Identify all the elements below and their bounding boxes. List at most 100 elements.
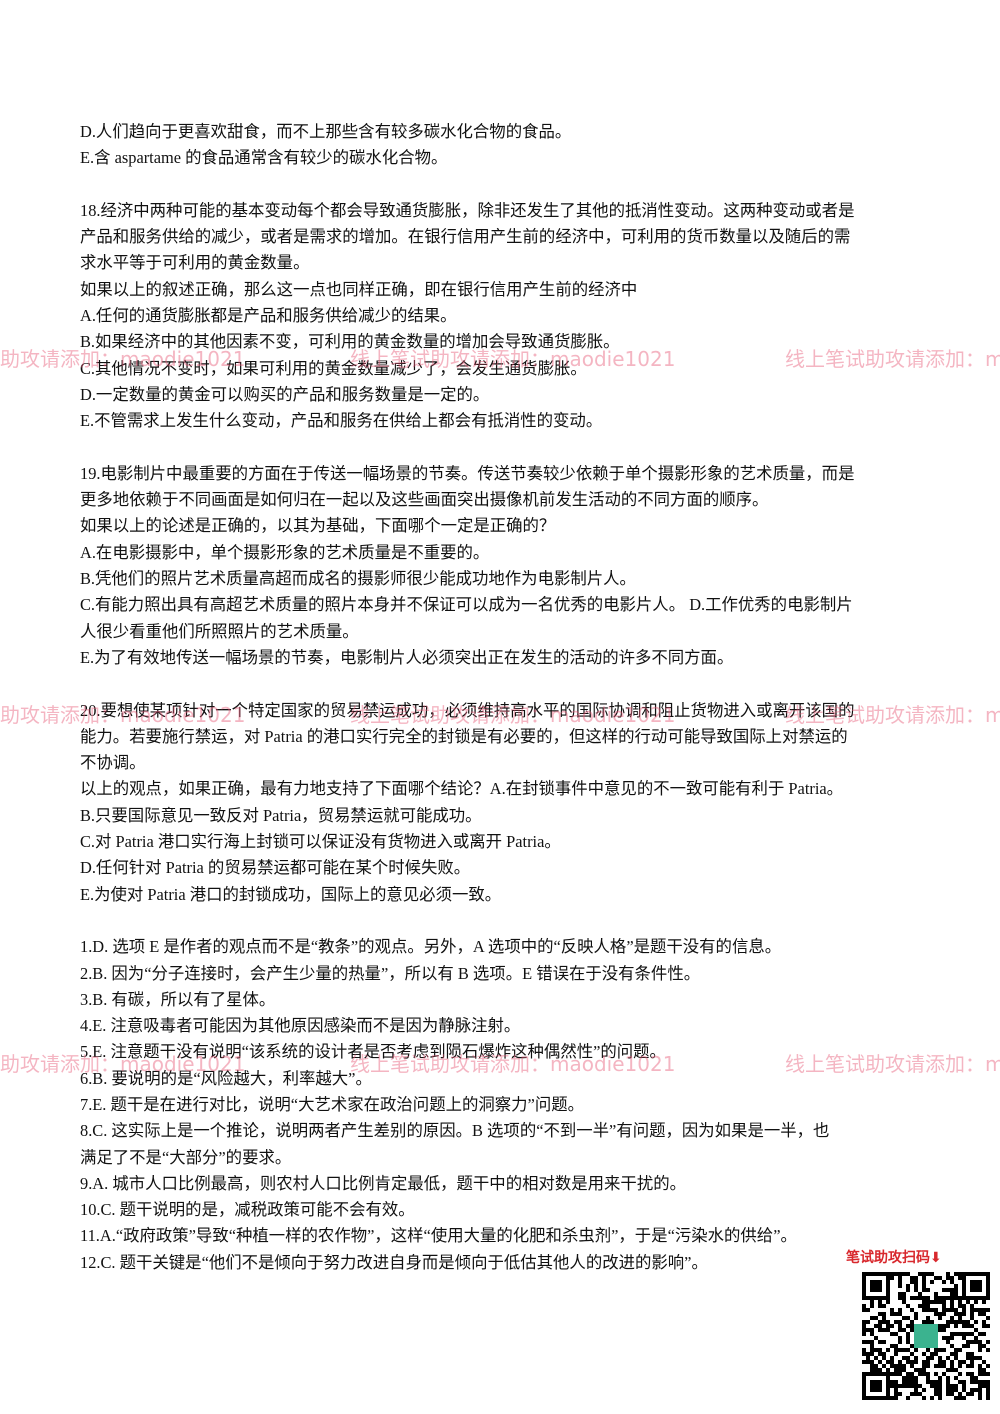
qr-module bbox=[882, 1364, 886, 1368]
qr-module bbox=[982, 1360, 986, 1364]
qr-module bbox=[954, 1356, 958, 1360]
qr-module bbox=[942, 1280, 946, 1284]
watermark: 线上笔试助攻请添加：maodie1021 bbox=[0, 347, 246, 371]
qr-module bbox=[894, 1344, 898, 1348]
qr-module bbox=[954, 1308, 958, 1312]
qr-module bbox=[958, 1312, 962, 1316]
qr-module bbox=[934, 1352, 938, 1356]
qr-module bbox=[950, 1320, 954, 1324]
qr-module bbox=[902, 1292, 906, 1296]
qr-module bbox=[938, 1328, 942, 1332]
qr-module bbox=[970, 1380, 974, 1384]
text-line: B.如果经济中的其他因素不变，可利用的黄金数量的增加会导致通货膨胀。 bbox=[80, 332, 620, 352]
qr-module bbox=[938, 1384, 942, 1388]
qr-module bbox=[878, 1312, 882, 1316]
qr-module bbox=[910, 1384, 914, 1388]
qr-module bbox=[986, 1388, 990, 1392]
qr-module bbox=[978, 1392, 982, 1396]
qr-module bbox=[942, 1372, 946, 1376]
qr-module bbox=[958, 1380, 962, 1384]
qr-module bbox=[938, 1312, 942, 1316]
qr-module bbox=[910, 1380, 914, 1384]
qr-module bbox=[922, 1360, 926, 1364]
text-line: 满足了不是“大部分”的要求。 bbox=[80, 1147, 292, 1167]
qr-module bbox=[942, 1328, 946, 1332]
qr-module bbox=[942, 1324, 946, 1328]
text-line: A.在电影摄影中，单个摄影形象的艺术质量是不重要的。 bbox=[80, 542, 490, 562]
text-line: 5.E. 注意题干没有说明“该系统的设计者是否考虑到陨石爆炸这种偶然性”的问题。 bbox=[80, 1042, 666, 1062]
qr-module bbox=[926, 1372, 930, 1376]
text-line: 18.经济中两种可能的基本变动每个都会导致通货膨胀，除非还发生了其他的抵消性变动… bbox=[80, 200, 855, 220]
qr-module bbox=[950, 1300, 954, 1304]
qr-module bbox=[950, 1296, 954, 1300]
qr-module bbox=[870, 1300, 874, 1304]
qr-module bbox=[890, 1276, 894, 1280]
text-line: C.对 Patria 港口实行海上封锁可以保证没有货物进入或离开 Patria。 bbox=[80, 832, 561, 852]
qr-module bbox=[978, 1348, 982, 1352]
qr-module bbox=[950, 1292, 954, 1296]
qr-module bbox=[862, 1340, 866, 1344]
qr-module bbox=[970, 1388, 974, 1392]
qr-module bbox=[946, 1392, 950, 1396]
qr-module bbox=[962, 1360, 966, 1364]
qr-module bbox=[866, 1356, 870, 1360]
qr-module bbox=[862, 1328, 866, 1332]
qr-module bbox=[966, 1392, 970, 1396]
qr-module bbox=[886, 1368, 890, 1372]
qr-module bbox=[942, 1348, 946, 1352]
qr-module bbox=[974, 1356, 978, 1360]
paragraph: D.人们趋向于更喜欢甜食，而不上那些含有较多碳水化合物的食品。 E.含 aspar… bbox=[80, 119, 940, 172]
qr-module bbox=[890, 1344, 894, 1348]
qr-module bbox=[946, 1376, 950, 1380]
qr-module bbox=[938, 1316, 942, 1320]
qr-module bbox=[926, 1316, 930, 1320]
qr-module bbox=[906, 1356, 910, 1360]
qr-module bbox=[882, 1320, 886, 1324]
text-line: 更多地依赖于不同画面是如何归在一起以及这些画面突出摄像机前发生活动的不同方面的顺… bbox=[80, 490, 769, 510]
qr-module bbox=[958, 1272, 962, 1276]
qr-module bbox=[926, 1272, 930, 1276]
qr-module bbox=[922, 1308, 926, 1312]
qr-module bbox=[978, 1344, 982, 1348]
qr-module bbox=[954, 1332, 958, 1336]
qr-module bbox=[914, 1392, 918, 1396]
qr-module bbox=[986, 1380, 990, 1384]
qr-module bbox=[946, 1340, 950, 1344]
qr-module bbox=[878, 1320, 882, 1324]
qr-module bbox=[970, 1308, 974, 1312]
qr-module bbox=[926, 1304, 930, 1308]
qr-module bbox=[898, 1360, 902, 1364]
qr-module bbox=[934, 1380, 938, 1384]
qr-module bbox=[922, 1272, 926, 1276]
qr-module bbox=[950, 1364, 954, 1368]
qr-module bbox=[922, 1364, 926, 1368]
qr-module bbox=[934, 1292, 938, 1296]
text-line: 20.要想使某项针对一个特定国家的贸易禁运成功，必须维持高水平的国际协调和阻止货… bbox=[80, 700, 855, 720]
qr-module bbox=[958, 1372, 962, 1376]
qr-module bbox=[982, 1380, 986, 1384]
qr-module bbox=[950, 1392, 954, 1396]
qr-module bbox=[962, 1380, 966, 1384]
qr-module bbox=[862, 1304, 866, 1308]
qr-module bbox=[902, 1316, 906, 1320]
qr-module bbox=[910, 1352, 914, 1356]
qr-module bbox=[958, 1360, 962, 1364]
qr-module bbox=[910, 1344, 914, 1348]
text-line: 人很少看重他们所照照片的艺术质量。 bbox=[80, 621, 359, 641]
qr-module bbox=[930, 1320, 934, 1324]
qr-module bbox=[862, 1324, 866, 1328]
qr-module bbox=[906, 1336, 910, 1340]
qr-module bbox=[914, 1288, 918, 1292]
qr-module bbox=[978, 1308, 982, 1312]
qr-module bbox=[922, 1388, 926, 1392]
qr-module bbox=[914, 1312, 918, 1316]
text-line: C.其他情况不变时，如果可利用的黄金数量减少了，会发生通货膨胀。 bbox=[80, 358, 587, 378]
qr-module bbox=[910, 1280, 914, 1284]
watermark: 线上笔试助攻请添加：maodie1021 bbox=[350, 1052, 676, 1076]
qr-module bbox=[954, 1320, 958, 1324]
qr-module bbox=[906, 1332, 910, 1336]
qr-module bbox=[906, 1284, 910, 1288]
qr-module bbox=[958, 1300, 962, 1304]
qr-module bbox=[922, 1296, 926, 1300]
watermark: 线上笔试助攻请添加：maodie1021 bbox=[785, 703, 1000, 727]
